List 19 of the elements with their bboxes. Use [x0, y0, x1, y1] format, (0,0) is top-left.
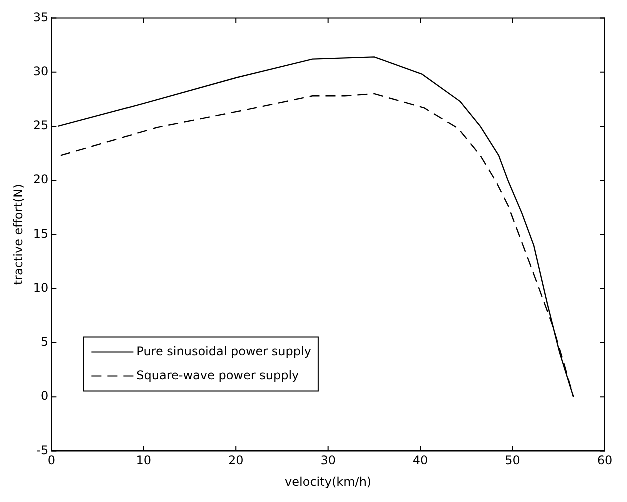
y-tick-label: 5 [41, 335, 49, 350]
legend-label: Square-wave power supply [136, 368, 300, 382]
y-tick-label: 35 [33, 10, 49, 24]
x-tick-label: 10 [136, 454, 152, 468]
x-tick-label: 20 [228, 454, 244, 468]
x-axis-title: velocity(km/h) [285, 474, 372, 489]
x-tick-label: 50 [505, 454, 520, 468]
y-tick-label: 10 [33, 280, 49, 295]
y-tick-label: -5 [36, 443, 49, 458]
y-axis-title: tractive effort(N) [11, 184, 26, 286]
x-tick-label: 40 [412, 454, 428, 468]
y-tick-label: 0 [41, 389, 49, 404]
legend-label: Pure sinusoidal power supply [136, 344, 312, 358]
y-tick-label: 20 [33, 172, 49, 187]
y-tick-label: 25 [33, 118, 49, 133]
y-tick-label: 30 [33, 64, 49, 78]
x-tick-label: 30 [320, 454, 336, 468]
y-tick-label: 15 [33, 226, 49, 241]
x-tick-label: 60 [597, 454, 613, 468]
